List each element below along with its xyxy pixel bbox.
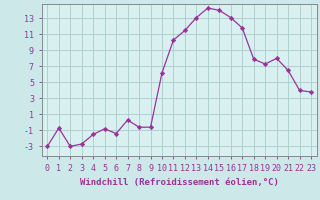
X-axis label: Windchill (Refroidissement éolien,°C): Windchill (Refroidissement éolien,°C) (80, 178, 279, 187)
